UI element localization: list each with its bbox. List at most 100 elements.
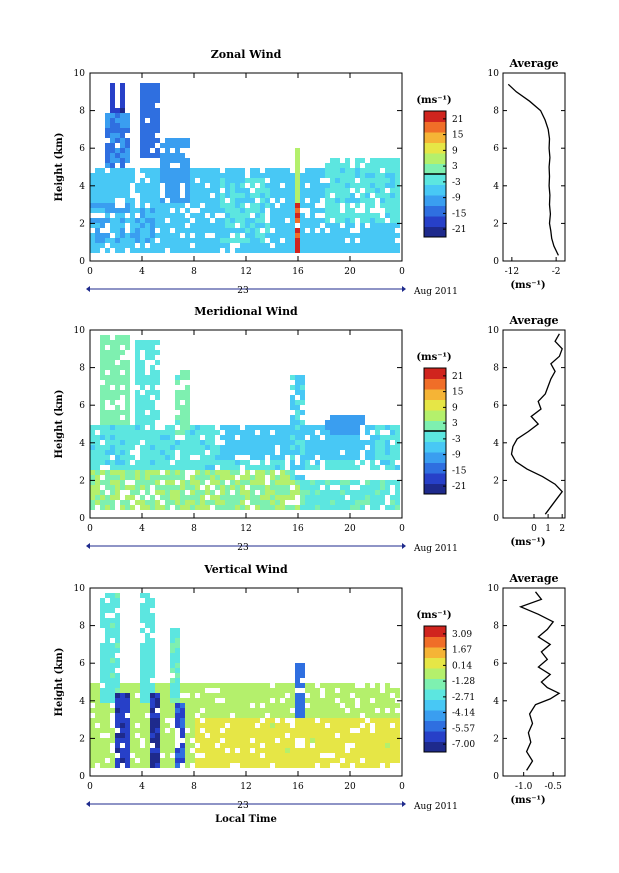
heatmap-cell	[145, 173, 150, 178]
heatmap-cell	[95, 198, 100, 203]
heatmap-cell	[185, 500, 190, 505]
heatmap-cell	[160, 495, 165, 500]
heatmap-cell	[320, 758, 325, 763]
heatmap-cell	[90, 763, 95, 768]
colorbar-segment	[424, 195, 446, 206]
heatmap-cell	[100, 753, 105, 758]
x-axis-label: Local Time	[215, 814, 277, 825]
heatmap-cell	[125, 475, 130, 480]
heatmap-cell	[100, 370, 105, 375]
heatmap-cell	[345, 683, 350, 688]
heatmap-cell	[230, 208, 235, 213]
heatmap-cell	[305, 425, 310, 430]
heatmap-cell	[200, 683, 205, 688]
heatmap-cell	[390, 233, 395, 238]
heatmap-cell	[365, 178, 370, 183]
heatmap-cell	[100, 603, 105, 608]
heatmap-cell	[150, 430, 155, 435]
heatmap-cell	[190, 435, 195, 440]
heatmap-cell	[285, 233, 290, 238]
heatmap-cell	[240, 445, 245, 450]
heatmap-cell	[150, 708, 155, 713]
heatmap-cell	[255, 178, 260, 183]
heatmap-cell	[140, 168, 145, 173]
heatmap-cell	[155, 505, 160, 510]
heatmap-cell	[200, 198, 205, 203]
heatmap-cell	[205, 203, 210, 208]
heatmap-cell	[380, 233, 385, 238]
heatmap-cell	[125, 728, 130, 733]
heatmap-cell	[270, 460, 275, 465]
heatmap-cell	[95, 173, 100, 178]
x-tick-label: 12	[240, 267, 251, 277]
heatmap-cell	[245, 460, 250, 465]
heatmap-cell	[90, 748, 95, 753]
heatmap-cell	[200, 723, 205, 728]
heatmap-cell	[165, 173, 170, 178]
heatmap-cell	[220, 460, 225, 465]
heatmap-cell	[245, 208, 250, 213]
heatmap-cell	[160, 435, 165, 440]
heatmap-cell	[110, 738, 115, 743]
heatmap-cell	[190, 213, 195, 218]
heatmap-cell	[170, 465, 175, 470]
heatmap-cell	[335, 435, 340, 440]
date-line-arrow	[86, 543, 90, 549]
heatmap-cell	[275, 168, 280, 173]
heatmap-cell	[310, 178, 315, 183]
heatmap-cell	[205, 238, 210, 243]
average-y-tick-label: 10	[488, 69, 500, 79]
heatmap-cell	[140, 678, 145, 683]
heatmap-cell	[240, 248, 245, 253]
heatmap-cell	[170, 233, 175, 238]
heatmap-cell	[365, 218, 370, 223]
heatmap-cell	[295, 228, 300, 233]
heatmap-cell	[105, 238, 110, 243]
heatmap-cell	[90, 198, 95, 203]
heatmap-cell	[235, 703, 240, 708]
heatmap-cell	[370, 713, 375, 718]
heatmap-cell	[160, 445, 165, 450]
heatmap-cell	[95, 728, 100, 733]
heatmap-cell	[130, 723, 135, 728]
heatmap-cell	[150, 698, 155, 703]
heatmap-cell	[155, 233, 160, 238]
heatmap-cell	[295, 208, 300, 213]
heatmap-cell	[185, 748, 190, 753]
heatmap-cell	[275, 723, 280, 728]
heatmap-cell	[300, 375, 305, 380]
heatmap-cell	[190, 485, 195, 490]
heatmap-cell	[170, 643, 175, 648]
heatmap-cell	[390, 445, 395, 450]
heatmap-cell	[200, 693, 205, 698]
heatmap-cell	[195, 500, 200, 505]
heatmap-cell	[345, 505, 350, 510]
heatmap-cell	[385, 758, 390, 763]
heatmap-cell	[300, 480, 305, 485]
heatmap-cell	[325, 455, 330, 460]
heatmap-cell	[255, 168, 260, 173]
heatmap-cell	[230, 485, 235, 490]
heatmap-cell	[250, 228, 255, 233]
heatmap-cell	[190, 223, 195, 228]
heatmap-cell	[145, 430, 150, 435]
heatmap-cell	[105, 148, 110, 153]
heatmap-cell	[105, 118, 110, 123]
heatmap-cell	[120, 193, 125, 198]
heatmap-cell	[250, 733, 255, 738]
heatmap-cell	[335, 683, 340, 688]
heatmap-cell	[300, 668, 305, 673]
average-x-tick-label: 2	[559, 524, 565, 534]
heatmap-cell	[175, 143, 180, 148]
heatmap-cell	[135, 683, 140, 688]
heatmap-cell	[170, 193, 175, 198]
heatmap-cell	[385, 183, 390, 188]
heatmap-cell	[345, 763, 350, 768]
heatmap-cell	[150, 623, 155, 628]
heatmap-cell	[190, 425, 195, 430]
heatmap-cell	[100, 743, 105, 748]
heatmap-cell	[130, 763, 135, 768]
heatmap-cell	[170, 500, 175, 505]
heatmap-cell	[230, 748, 235, 753]
